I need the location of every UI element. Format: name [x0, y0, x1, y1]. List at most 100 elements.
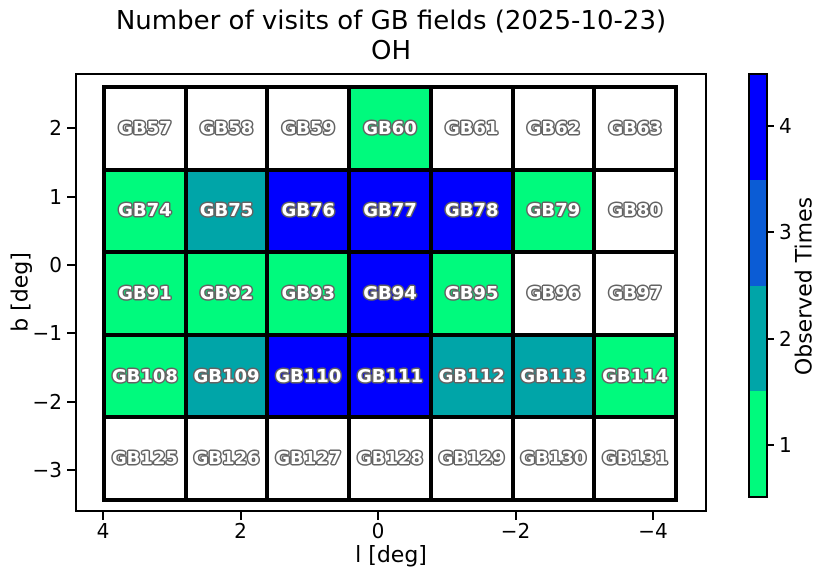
field-label: GB97 — [608, 282, 662, 304]
x-axis-label: l [deg] — [355, 543, 427, 568]
colorbar-segment — [750, 180, 766, 286]
grid-cell: GB91 — [104, 252, 186, 335]
field-label: GB60 — [363, 117, 417, 139]
grid-cell: GB126 — [185, 417, 268, 500]
field-label: GB114 — [602, 365, 669, 387]
colorbar-segment — [750, 390, 766, 496]
grid-cell: GB80 — [594, 169, 676, 253]
field-label: GB130 — [520, 448, 587, 470]
field-label: GB79 — [526, 200, 581, 222]
chart-title: Number of visits of GB fields (2025-10-2… — [75, 6, 707, 66]
colorbar-tick-label: 2 — [779, 326, 792, 351]
y-tick-label: 0 — [49, 253, 62, 277]
grid-cell: GB78 — [430, 169, 513, 253]
y-tick-mark — [67, 195, 75, 198]
grid-cell: GB128 — [349, 417, 431, 500]
x-tick-label: −4 — [638, 519, 668, 543]
field-label: GB131 — [602, 448, 669, 470]
x-tick-mark — [652, 512, 654, 520]
y-tick-label: 2 — [49, 116, 62, 141]
field-label: GB61 — [444, 117, 499, 139]
field-label: GB59 — [281, 117, 336, 139]
grid-cell: GB76 — [267, 169, 350, 253]
x-tick-label: −2 — [500, 519, 531, 543]
colorbar-segment — [750, 75, 766, 181]
grid-cell: GB92 — [185, 252, 268, 335]
y-tick-label: 1 — [49, 184, 62, 209]
grid-cell: GB59 — [267, 87, 350, 170]
colorbar-segment — [750, 285, 766, 391]
field-label: GB125 — [111, 448, 178, 470]
grid-cell: GB75 — [185, 169, 268, 253]
field-label: GB112 — [438, 365, 505, 387]
field-label: GB92 — [199, 282, 254, 304]
grid-cell: GB74 — [104, 169, 186, 253]
grid-cell: GB129 — [430, 417, 513, 500]
y-tick-mark — [67, 127, 75, 130]
x-tick-label: 2 — [234, 519, 247, 543]
field-label: GB127 — [275, 448, 342, 470]
grid-cell: GB63 — [594, 87, 676, 170]
x-tick-mark — [514, 512, 517, 520]
colorbar-tick-label: 1 — [779, 432, 792, 457]
field-label: GB62 — [526, 117, 581, 139]
colorbar-tick-mark — [766, 443, 774, 446]
grid-cell: GB112 — [430, 334, 513, 418]
colorbar — [748, 73, 768, 498]
colorbar-tick-label: 3 — [779, 220, 792, 245]
colorbar-tick-mark — [766, 337, 774, 340]
chart-title-line2: OH — [370, 36, 411, 66]
grid-cell: GB97 — [594, 252, 676, 335]
field-label: GB76 — [281, 200, 336, 222]
field-label: GB96 — [526, 282, 581, 304]
field-label: GB78 — [444, 200, 499, 222]
field-label: GB113 — [520, 365, 587, 387]
field-label: GB93 — [281, 282, 336, 304]
grid-cell: GB130 — [512, 417, 595, 500]
y-tick-label: −3 — [32, 458, 62, 483]
field-label: GB110 — [275, 365, 342, 387]
grid-cell: GB61 — [430, 87, 513, 170]
x-tick-label: 4 — [96, 519, 110, 543]
field-label: GB58 — [199, 117, 254, 139]
chart-title-line1: Number of visits of GB fields (2025-10-2… — [115, 6, 667, 36]
field-label: GB94 — [363, 282, 417, 304]
grid-cell: GB127 — [267, 417, 350, 500]
grid-cell: GB114 — [594, 334, 676, 418]
field-label: GB95 — [444, 282, 499, 304]
grid-cell: GB62 — [512, 87, 595, 170]
field-label: GB109 — [193, 365, 260, 387]
y-tick-mark — [67, 469, 75, 472]
grid-cell: GB95 — [430, 252, 513, 335]
colorbar-tick-label: 4 — [779, 114, 792, 139]
grid-cell: GB113 — [512, 334, 595, 418]
field-label: GB57 — [118, 117, 172, 139]
x-tick-label: 0 — [371, 519, 385, 543]
grid-cell: GB111 — [349, 334, 431, 418]
x-tick-mark — [102, 512, 104, 520]
field-label: GB128 — [356, 448, 424, 470]
colorbar-tick-mark — [766, 125, 774, 128]
grid-cell: GB131 — [594, 417, 676, 500]
field-label: GB80 — [608, 200, 662, 222]
grid-cell: GB110 — [267, 334, 350, 418]
field-grid: GB57 GB58 GB59 GB60 GB61 GB62 GB63 GB74 GB75 GB76… — [102, 85, 678, 502]
y-tick-mark — [67, 400, 75, 403]
field-label: GB108 — [111, 365, 178, 387]
grid-cell: GB79 — [512, 169, 595, 253]
field-label: GB74 — [118, 200, 172, 222]
y-tick-mark — [67, 264, 75, 266]
grid-cell: GB58 — [185, 87, 268, 170]
y-tick-label: −1 — [32, 321, 62, 346]
grid-cell: GB60 — [349, 87, 431, 170]
grid-cell: GB125 — [104, 417, 186, 500]
x-tick-mark — [239, 512, 242, 520]
grid-cell: GB57 — [104, 87, 186, 170]
grid-cell: GB93 — [267, 252, 350, 335]
grid-cell: GB109 — [185, 334, 268, 418]
field-label: GB129 — [438, 448, 505, 470]
field-label: GB75 — [199, 200, 254, 222]
grid-cell: GB94 — [349, 252, 431, 335]
y-tick-mark — [67, 332, 75, 335]
